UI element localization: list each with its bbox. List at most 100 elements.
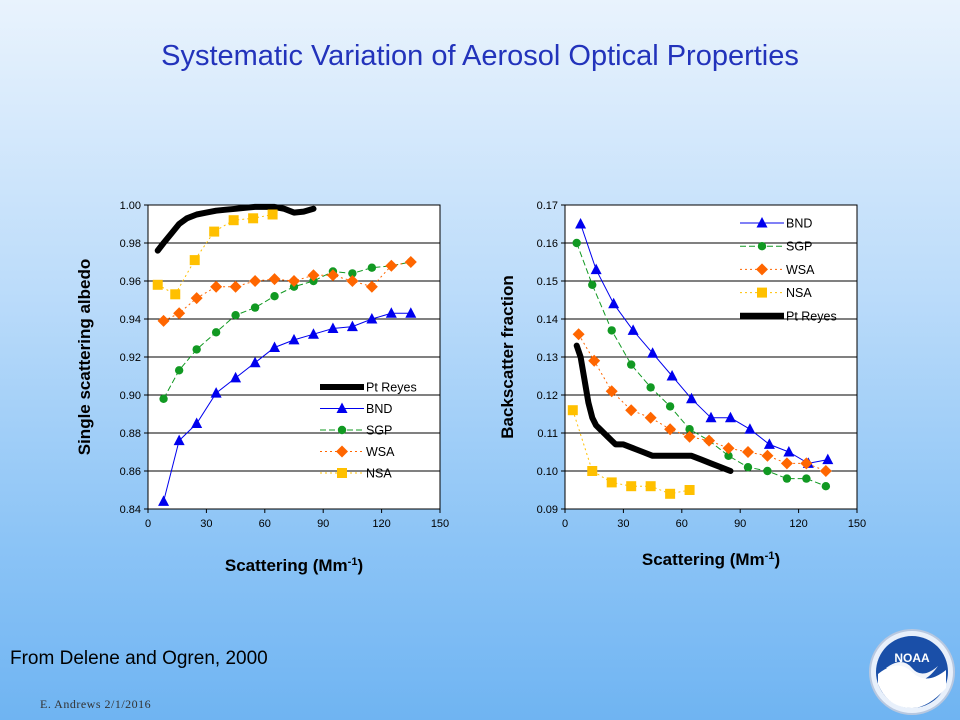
y-tick-label: 0.90: [120, 390, 141, 402]
slide-title: Systematic Variation of Aerosol Optical …: [161, 40, 799, 72]
data-point-sgp: [724, 451, 733, 460]
y-tick-label: 0.98: [120, 238, 141, 250]
data-point-sgp: [270, 292, 279, 301]
series-nsa: [152, 209, 278, 300]
y-tick-label: 0.84: [120, 504, 141, 516]
y-tick-label: 1.00: [120, 200, 141, 212]
data-point-wsa: [703, 434, 716, 447]
data-point-sgp: [367, 263, 377, 272]
data-point-nsa: [228, 215, 239, 226]
legend-item-pt-reyes: Pt Reyes: [320, 381, 417, 395]
x-tick-label: 30: [617, 518, 629, 530]
y-tick-label: 0.88: [120, 428, 141, 440]
data-point-wsa: [722, 442, 735, 455]
data-point-wsa: [326, 269, 339, 282]
data-point-bnd: [366, 313, 378, 324]
x-tick-label: 0: [145, 518, 151, 530]
legend-marker-sgp: [337, 425, 347, 435]
data-point-sgp: [348, 269, 357, 278]
data-point-bnd: [210, 387, 222, 398]
legend-label: SGP: [786, 240, 812, 254]
x-tick-label: 90: [734, 518, 746, 530]
y-tick-label: 0.11: [537, 428, 558, 440]
x-tick-label: 120: [372, 518, 390, 530]
legend-item-nsa: NSA: [320, 467, 392, 481]
data-point-bnd: [191, 417, 203, 428]
data-point-bnd: [307, 328, 319, 339]
data-point-wsa: [741, 446, 754, 458]
data-point-wsa: [157, 314, 170, 327]
data-point-wsa: [229, 280, 242, 293]
data-point-sgp: [192, 345, 201, 354]
data-point-wsa: [365, 280, 378, 293]
data-point-bnd: [405, 307, 417, 318]
series-sgp: [572, 238, 831, 491]
data-point-bnd: [158, 495, 170, 506]
data-point-nsa: [665, 488, 676, 499]
y-axis-label: Backscatter fraction: [498, 275, 517, 438]
y-axis-label: Single scattering albedo: [75, 259, 94, 456]
legend-item-bnd: BND: [740, 217, 812, 231]
data-point-sgp: [743, 463, 753, 472]
legend-item-nsa: NSA: [740, 286, 812, 300]
legend-label: BND: [366, 402, 392, 416]
data-point-wsa: [819, 465, 832, 477]
data-point-bnd: [744, 423, 756, 434]
data-point-wsa: [644, 411, 657, 424]
x-tick-label: 30: [200, 518, 212, 530]
data-point-bnd: [230, 371, 242, 383]
data-point-sgp: [231, 311, 240, 320]
y-tick-label: 0.13: [537, 352, 558, 364]
series-bnd: [158, 307, 417, 506]
y-tick-label: 0.96: [120, 276, 141, 288]
legend-label: Pt Reyes: [786, 309, 837, 323]
legend-marker-nsa: [337, 468, 347, 478]
data-point-nsa: [684, 485, 695, 495]
data-point-wsa: [173, 307, 186, 320]
data-point-bnd: [575, 218, 587, 229]
data-point-sgp: [159, 394, 168, 403]
legend-label: WSA: [786, 263, 815, 277]
legend-marker-wsa: [336, 445, 348, 458]
data-point-bnd: [705, 411, 717, 423]
series-bnd: [575, 218, 834, 468]
data-point-sgp: [782, 474, 792, 483]
legend-marker-sgp: [757, 242, 767, 251]
data-point-bnd: [269, 341, 281, 352]
legend-label: Pt Reyes: [366, 381, 417, 395]
data-point-nsa: [587, 466, 598, 476]
data-point-bnd: [763, 438, 775, 449]
data-point-sgp: [626, 360, 636, 369]
y-tick-label: 0.16: [537, 238, 558, 250]
legend-label: SGP: [366, 424, 392, 438]
data-point-bnd: [627, 324, 639, 335]
data-point-nsa: [189, 255, 200, 266]
data-point-bnd: [346, 320, 358, 332]
data-point-sgp: [685, 425, 694, 434]
data-point-bnd: [724, 411, 736, 423]
data-point-nsa: [267, 209, 278, 220]
data-point-wsa: [404, 256, 417, 268]
data-point-nsa: [170, 289, 181, 300]
data-point-wsa: [683, 430, 696, 443]
data-point-wsa: [572, 328, 585, 341]
data-point-wsa: [268, 273, 281, 286]
series-wsa: [572, 328, 832, 477]
data-point-nsa: [152, 279, 163, 290]
y-tick-label: 0.09: [537, 504, 558, 516]
data-point-wsa: [249, 275, 262, 287]
data-point-wsa: [307, 269, 320, 282]
x-tick-label: 60: [676, 518, 688, 530]
legend-item-sgp: SGP: [740, 240, 812, 254]
x-tick-label: 120: [789, 518, 807, 530]
x-tick-label: 0: [562, 518, 568, 530]
footer-author-date: E. Andrews 2/1/2016: [40, 697, 152, 711]
data-point-sgp: [665, 402, 675, 411]
y-tick-label: 0.17: [537, 200, 558, 212]
series-line-pt-reyes: [154, 203, 317, 254]
data-point-wsa: [761, 449, 774, 462]
x-tick-label: 90: [317, 518, 329, 530]
legend: BND SGP WSA NSA Pt Reyes: [740, 217, 837, 323]
series-pt-reyes: [573, 342, 734, 474]
